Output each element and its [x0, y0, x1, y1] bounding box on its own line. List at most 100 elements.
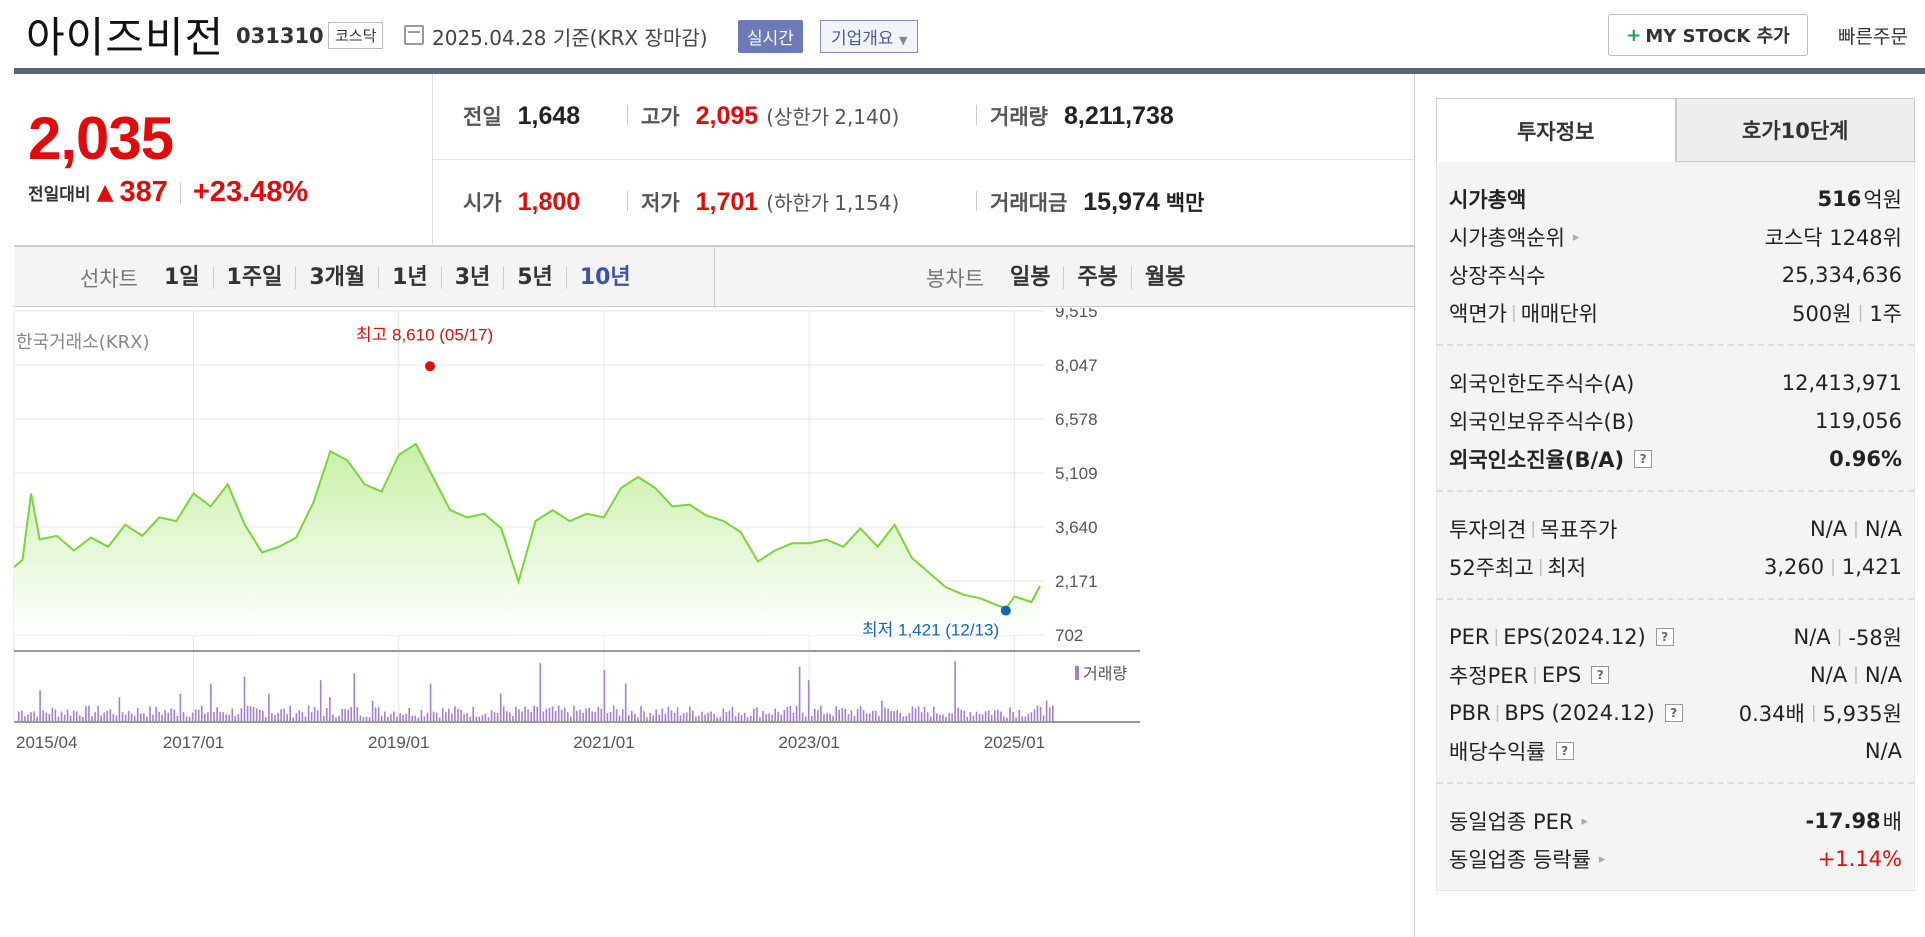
volume-bar — [698, 715, 700, 721]
tab-invest-info[interactable]: 투자정보 — [1436, 98, 1676, 162]
period-1y[interactable]: 1년 — [378, 267, 441, 289]
dividend-label: 배당수익률? — [1449, 736, 1574, 766]
w52-low-value: 1,421 — [1841, 555, 1902, 579]
help-icon[interactable]: ? — [1664, 704, 1683, 722]
info-row: PER | EPS(2024.12)? N/A | -58원 — [1449, 618, 1902, 656]
volume-bar — [204, 713, 206, 721]
market-badge: 코스닥 — [328, 22, 384, 49]
foreign-hold-label: 외국인보유주식수(B) — [1449, 410, 1635, 434]
volume-bar — [829, 713, 831, 721]
industry-rate-label[interactable]: 동일업종 등락률 ▸ — [1449, 844, 1605, 874]
prev-value: 1,648 — [517, 102, 581, 130]
volume-bar — [771, 714, 773, 721]
volume-bar — [243, 676, 246, 721]
volume-bar — [423, 716, 426, 721]
volume-bar — [432, 711, 435, 721]
help-icon[interactable]: ? — [1591, 666, 1610, 684]
period-1w[interactable]: 1주일 — [212, 267, 296, 289]
candle-daily[interactable]: 일봉 — [1009, 265, 1051, 290]
volume-bar — [911, 706, 914, 721]
volume-bar — [789, 706, 792, 721]
period-3y[interactable]: 3년 — [440, 267, 504, 289]
volume-bar — [69, 715, 72, 721]
volume-bar — [975, 711, 978, 721]
volume-bar — [954, 661, 956, 721]
low-price: 저가 1,701 (하한가 1,154) — [627, 187, 899, 217]
trade-amount: 거래대금 15,974 백만 — [976, 187, 1204, 217]
period-3m[interactable]: 3개월 — [295, 267, 378, 289]
volume-bar — [661, 708, 664, 721]
help-icon[interactable]: ? — [1655, 628, 1674, 646]
upper-limit-value: 2,140) — [834, 105, 900, 129]
volume-bar — [933, 706, 935, 721]
candle-weekly[interactable]: 주봉 — [1063, 267, 1130, 289]
cap-rank-label[interactable]: 시가총액순위 ▸ — [1449, 222, 1579, 252]
info-row[interactable]: 동일업종 등락률 ▸ +1.14% — [1449, 840, 1902, 878]
period-1d[interactable]: 1일 — [163, 265, 200, 290]
volume-bar — [390, 714, 392, 721]
volume-bar — [673, 712, 676, 721]
info-row: 외국인한도주식수(A) 12,413,971 — [1449, 364, 1902, 402]
separator — [976, 105, 977, 125]
shares-label: 상장주식수 — [1449, 264, 1546, 288]
volume-bar — [844, 708, 847, 721]
volume-bar — [801, 712, 804, 721]
eps-label: EPS(2024.12) — [1503, 625, 1646, 649]
volume-bar — [609, 711, 612, 721]
price-chart: 한국거래소(KRX) 9,515 8,047 6,578 5,109 3,640 2,17… — [0, 302, 1415, 937]
separator: | — [1830, 557, 1836, 577]
info-row[interactable]: 동일업종 PER ▸ -17.98 배 — [1449, 802, 1902, 840]
volume-bar — [143, 713, 145, 721]
prev-close: 전일 1,648 — [463, 101, 580, 131]
period-5y[interactable]: 5년 — [503, 267, 566, 289]
volume-bar — [164, 710, 166, 721]
industry-per-label[interactable]: 동일업종 PER ▸ — [1449, 806, 1588, 836]
info-row[interactable]: 시가총액순위 ▸ 코스닥 1248위 — [1449, 218, 1902, 256]
volume-bar — [445, 712, 447, 721]
volume-legend-swatch — [1075, 666, 1079, 680]
volume-bar — [582, 712, 584, 721]
help-icon[interactable]: ? — [1634, 450, 1653, 468]
volume-bar — [707, 712, 709, 721]
high-label: 최고 8,610 (05/17) — [356, 325, 493, 344]
volume-bar — [728, 710, 731, 721]
volume-bar — [365, 716, 368, 721]
volume-bar — [847, 714, 850, 721]
volume-bar — [319, 680, 322, 721]
volume-bar — [292, 717, 295, 721]
est-eps-value: N/A — [1864, 663, 1902, 687]
volume-bar — [91, 716, 93, 721]
est-per-eps-value: N/A | N/A — [1810, 663, 1902, 687]
per-eps-value: N/A | -58원 — [1793, 622, 1902, 652]
mystock-add-button[interactable]: + MY STOCK 추가 — [1608, 14, 1808, 56]
corp-info-dropdown[interactable]: 기업개요 ▼ — [820, 20, 919, 53]
period-10y[interactable]: 10년 — [565, 267, 644, 289]
quick-order-link[interactable]: 빠른주문 — [1838, 26, 1908, 48]
volume-bar — [1048, 707, 1051, 721]
volume-bar — [393, 711, 395, 721]
w52-label: 52주최고 | 최저 — [1449, 552, 1586, 582]
volume-bar — [39, 690, 41, 721]
volume-bar — [997, 709, 999, 721]
volume-bar — [560, 709, 563, 721]
volume-bar — [679, 715, 682, 721]
volume-bar — [136, 708, 139, 721]
help-icon[interactable]: ? — [1555, 742, 1574, 760]
plus-icon: + — [1626, 24, 1642, 46]
volume-bar — [1052, 705, 1054, 721]
tab-orderbook[interactable]: 호가10단계 — [1675, 98, 1915, 162]
volume-bar — [301, 712, 304, 721]
volume-bar — [207, 712, 209, 721]
volume-bar — [865, 713, 868, 721]
volume-bar — [103, 712, 105, 721]
w52-high-value: 3,260 — [1764, 555, 1825, 579]
candle-monthly[interactable]: 월봉 — [1130, 267, 1198, 289]
foreign-section: 외국인한도주식수(A) 12,413,971 외국인보유주식수(B) 119,0… — [1437, 346, 1914, 492]
dividend-text: 배당수익률 — [1449, 740, 1546, 764]
volume-bar — [1036, 705, 1039, 721]
volume-bar — [21, 710, 23, 721]
y-tick-label: 6,578 — [1055, 410, 1098, 429]
volume-bar — [289, 705, 291, 721]
est-per-value: N/A — [1809, 663, 1848, 687]
realtime-button[interactable]: 실시간 — [738, 20, 803, 53]
